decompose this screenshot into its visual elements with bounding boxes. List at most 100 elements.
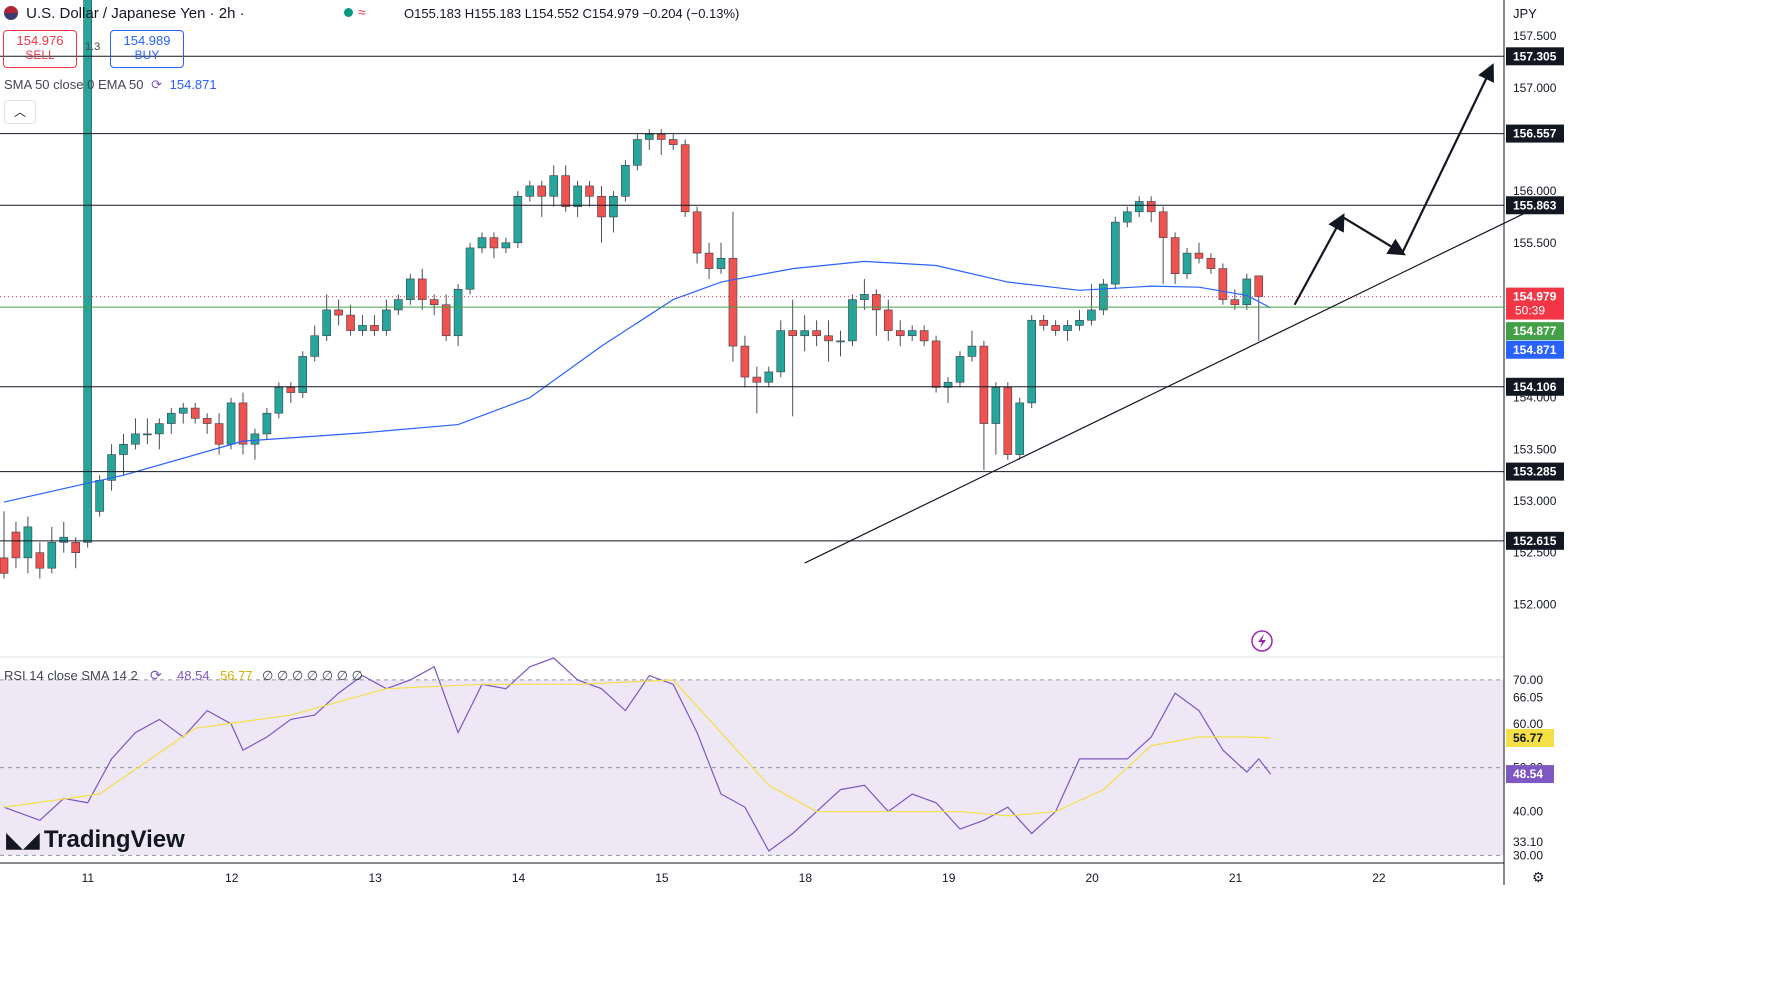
candle-body — [1075, 319, 1084, 326]
ma-legend[interactable]: SMA 50 close 0 EMA 50 ⟳ 154.871 — [4, 77, 217, 93]
rsi-value-label-bg — [1506, 728, 1554, 747]
candle-body — [1027, 319, 1036, 404]
candle — [668, 134, 678, 150]
candle-body — [167, 412, 176, 424]
price-tick-label: 157.000 — [1513, 81, 1557, 95]
candle — [262, 408, 272, 440]
candle-body — [23, 526, 33, 559]
candle-body — [47, 542, 57, 569]
candle — [573, 180, 582, 217]
candle — [1158, 206, 1168, 285]
symbol-header[interactable]: U.S. Dollar / Japanese Yen · 2h · — [4, 5, 245, 22]
candle — [1194, 242, 1204, 264]
buy-button[interactable]: 154.989 BUY — [110, 30, 184, 68]
candle-body — [286, 387, 296, 393]
currency-label[interactable]: JPY — [1513, 6, 1537, 21]
candle — [1015, 397, 1025, 460]
price-axis-label: 156.557 — [1513, 127, 1557, 141]
price-axis-label-bg — [1506, 531, 1564, 550]
candle — [609, 191, 618, 233]
candle — [824, 320, 833, 362]
candle-body — [585, 185, 594, 197]
candle — [728, 211, 738, 362]
market-status-pill[interactable]: ≈ — [344, 4, 366, 20]
candle — [597, 185, 606, 243]
candle-body — [1015, 402, 1025, 455]
projection-arrow — [1341, 216, 1406, 256]
candle — [1182, 247, 1192, 279]
candle — [513, 191, 523, 248]
candle — [1146, 196, 1156, 223]
candle-body — [1099, 283, 1108, 311]
candle — [250, 428, 260, 460]
candle-body — [1194, 252, 1204, 259]
candle — [812, 320, 821, 347]
chart-canvas[interactable]: 152.000152.500153.000153.500154.000155.0… — [0, 0, 1568, 885]
candle-body — [1123, 211, 1132, 223]
ma-legend-value: 154.871 — [169, 77, 217, 92]
price-tick-label: 156.000 — [1513, 184, 1557, 198]
candle-body — [370, 325, 379, 331]
candle — [1039, 315, 1048, 331]
candle — [644, 129, 654, 150]
refresh-icon[interactable]: ⟳ — [151, 77, 162, 92]
candle — [370, 315, 379, 336]
sma50-line — [3, 260, 1271, 503]
candle-body — [1242, 278, 1252, 306]
candle — [71, 537, 80, 569]
candle — [119, 433, 128, 476]
candle — [1063, 320, 1072, 341]
candle-body — [919, 330, 929, 342]
candle — [226, 397, 236, 450]
candle — [417, 268, 427, 310]
lightning-bolt — [1258, 634, 1266, 648]
candle-body — [1218, 268, 1228, 300]
candle — [525, 180, 535, 202]
candle-body — [83, 0, 92, 543]
candle — [1242, 273, 1252, 310]
candle — [919, 325, 929, 347]
brand-name: TradingView — [43, 826, 185, 853]
price-axis-label-bg — [1506, 462, 1564, 481]
rsi-tick-label: 40.00 — [1513, 805, 1543, 819]
time-tick-label: 11 — [82, 871, 95, 885]
candle — [883, 299, 893, 341]
candle-body — [334, 309, 343, 316]
candle-body — [824, 335, 833, 342]
candle — [979, 340, 989, 471]
candle — [561, 165, 570, 212]
candle-body — [417, 278, 427, 300]
rsi-legend-extra: ∅ ∅ ∅ ∅ ∅ ∅ ∅ — [262, 668, 363, 683]
candle — [943, 377, 953, 403]
candle-body — [465, 247, 475, 290]
rsi-sma-line — [3, 679, 1271, 817]
symbol-title: U.S. Dollar / Japanese Yen · 2h · — [26, 5, 245, 22]
chevron-up-icon: ︿ — [13, 105, 26, 119]
candle-body — [405, 278, 415, 300]
candle-body — [214, 423, 224, 445]
price-axis-label-bg — [1506, 377, 1564, 396]
price-axis-label: 153.285 — [1513, 465, 1557, 479]
time-tick-label: 20 — [1085, 871, 1099, 885]
candle-body — [704, 252, 714, 269]
candle-body — [812, 330, 821, 337]
candle — [382, 299, 391, 336]
candle-body — [429, 299, 439, 306]
buy-label: BUY — [134, 48, 160, 62]
candle-body — [597, 195, 606, 218]
sell-button[interactable]: 154.976 SELL — [3, 30, 77, 68]
price-axis-label: 154.871 — [1513, 343, 1557, 357]
candle-body — [776, 330, 786, 373]
candle — [1218, 263, 1228, 305]
candle-body — [238, 402, 248, 445]
candle — [967, 330, 977, 362]
candle-body — [740, 345, 750, 378]
price-tick-label: 155.500 — [1513, 236, 1557, 250]
collapse-legend-button[interactable]: ︿ — [4, 100, 36, 124]
candle — [501, 237, 511, 254]
candle — [334, 299, 343, 326]
candle — [47, 526, 57, 574]
candle-body — [800, 330, 809, 337]
spread-value: 1.3 — [85, 41, 101, 53]
price-tick-label: 152.000 — [1513, 597, 1557, 611]
